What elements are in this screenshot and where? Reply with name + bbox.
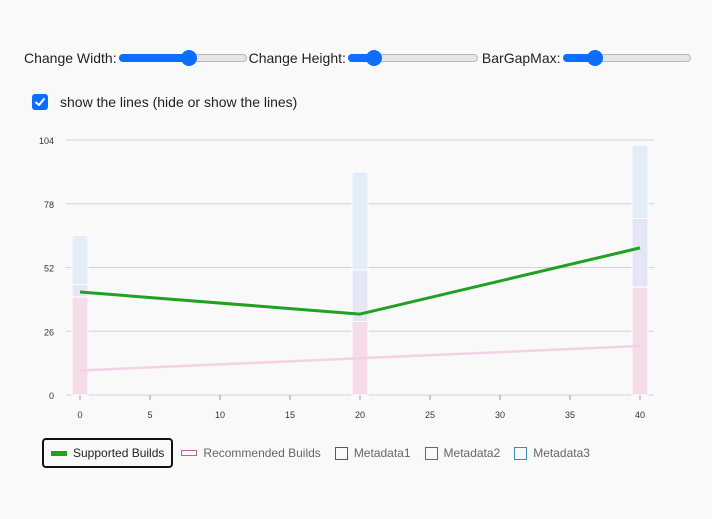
legend: Supported Builds Recommended Builds Metada… — [42, 438, 604, 468]
width-label: Change Width: — [24, 50, 117, 66]
x-tick-label: 0 — [77, 410, 82, 420]
x-tick-label: 15 — [285, 410, 295, 420]
legend-label: Recommended Builds — [203, 446, 321, 460]
legend-swatch — [514, 446, 528, 460]
legend-item-metadata2[interactable]: Metadata2 — [424, 446, 501, 460]
checkmark-icon — [35, 98, 45, 106]
legend-label: Supported Builds — [73, 446, 165, 460]
chart: 0 26 52 78 104 0 5 10 15 20 25 30 35 40 — [39, 136, 654, 420]
show-lines-row: show the lines (hide or show the lines) — [32, 94, 297, 110]
width-slider-thumb[interactable] — [181, 50, 197, 66]
height-slider-thumb[interactable] — [365, 50, 382, 66]
legend-label: Metadata3 — [533, 446, 590, 460]
width-control: Change Width: — [24, 48, 247, 68]
legend-item-metadata3[interactable]: Metadata3 — [514, 446, 590, 460]
legend-label: Metadata2 — [443, 446, 501, 460]
show-lines-label: show the lines (hide or show the lines) — [60, 94, 298, 110]
legend-item-metadata1[interactable]: Metadata1 — [334, 446, 411, 460]
legend-swatch — [181, 450, 198, 456]
bar-metadata2 — [631, 217, 649, 288]
legend-item-recommended-builds[interactable]: Recommended Builds — [181, 446, 321, 460]
legend-swatch — [424, 446, 438, 460]
legend-item-supported-builds[interactable]: Supported Builds — [42, 438, 174, 468]
bargap-control: BarGapMax: — [482, 48, 691, 68]
x-tick-label: 20 — [355, 410, 365, 420]
line-recommended-builds — [79, 344, 641, 372]
y-tick-label: 26 — [44, 327, 54, 337]
width-slider[interactable] — [118, 48, 247, 68]
bargap-slider-thumb[interactable] — [586, 50, 603, 66]
legend-swatch — [334, 446, 348, 460]
x-tick-label: 40 — [635, 410, 645, 420]
bar-metadata2 — [71, 284, 89, 298]
bar-metadata1 — [71, 296, 89, 396]
bar-metadata3 — [71, 235, 89, 286]
controls-bar: Change Width: Change Height: BarGapMax: — [24, 48, 691, 68]
y-tick-label: 52 — [44, 264, 54, 274]
bar-metadata3 — [631, 144, 649, 219]
x-tick-label: 25 — [425, 410, 435, 420]
height-slider[interactable] — [347, 48, 478, 68]
x-tick-label: 35 — [565, 410, 575, 420]
show-lines-checkbox[interactable] — [32, 94, 48, 110]
bar-metadata3 — [351, 171, 369, 271]
legend-label: Metadata1 — [353, 446, 411, 460]
x-tick-label: 30 — [495, 410, 505, 420]
y-tick-label: 104 — [39, 136, 54, 146]
bargap-slider[interactable] — [562, 48, 691, 68]
x-tick-label: 10 — [215, 410, 225, 420]
legend-swatch — [51, 450, 67, 456]
y-tick-label: 0 — [49, 391, 54, 401]
height-label: Change Height: — [248, 50, 346, 66]
height-control: Change Height: — [249, 48, 478, 68]
bargap-label: BarGapMax: — [481, 50, 561, 66]
bar-metadata1 — [631, 286, 649, 396]
x-tick-label: 5 — [147, 410, 152, 420]
line-supported-builds — [79, 246, 641, 316]
y-tick-label: 78 — [44, 200, 54, 210]
